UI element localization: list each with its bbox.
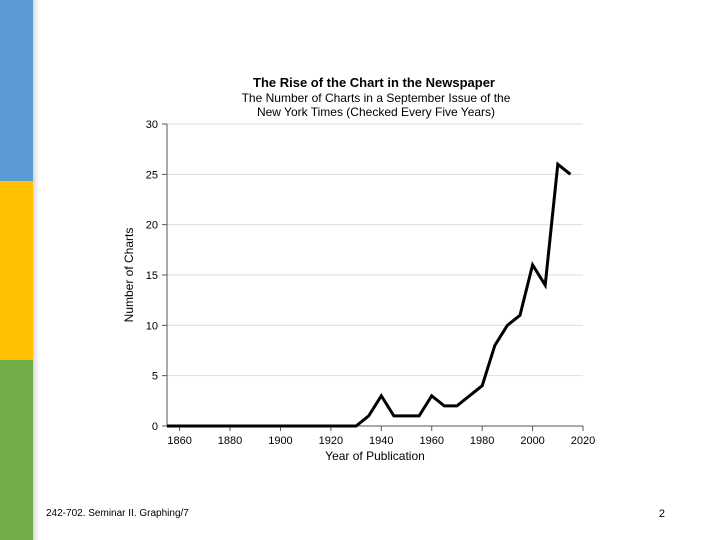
- x-tick-label: 2000: [520, 435, 544, 447]
- x-tick-label: 1920: [319, 435, 343, 447]
- footer-text: 242-702. Seminar II. Graphing/7: [46, 508, 189, 519]
- x-axis-label: Year of Publication: [325, 449, 425, 463]
- y-tick-label: 30: [146, 119, 158, 131]
- x-tick-label: 1940: [369, 435, 393, 447]
- x-tick-label: 1980: [470, 435, 494, 447]
- chart-title: The Rise of the Chart in the Newspaper: [253, 75, 495, 90]
- series-line: [167, 161, 572, 428]
- stripe-shadow: [33, 0, 39, 540]
- page-number: 2: [658, 508, 665, 520]
- x-tick-label: 1860: [167, 435, 191, 447]
- blue-stripe: [0, 0, 33, 181]
- y-tick-label: 0: [152, 421, 158, 433]
- x-tick-label: 1960: [419, 435, 443, 447]
- yellow-stripe: [0, 181, 33, 360]
- y-tick-label: 5: [152, 371, 158, 383]
- y-tick-label: 25: [146, 169, 158, 181]
- x-tick-label: 1900: [268, 435, 292, 447]
- chart-subtitle-line-1: The Number of Charts in a September Issu…: [242, 91, 511, 105]
- y-tick-label: 20: [146, 220, 158, 232]
- chart-subtitle-line-2: New York Times (Checked Every Five Years…: [257, 105, 495, 119]
- x-tick-label: 1880: [218, 435, 242, 447]
- green-stripe: [0, 360, 33, 540]
- y-tick-label: 10: [146, 320, 158, 332]
- y-axis-label: Number of Charts: [122, 228, 136, 323]
- x-tick-label: 2020: [571, 435, 595, 447]
- y-tick-label: 15: [146, 270, 158, 282]
